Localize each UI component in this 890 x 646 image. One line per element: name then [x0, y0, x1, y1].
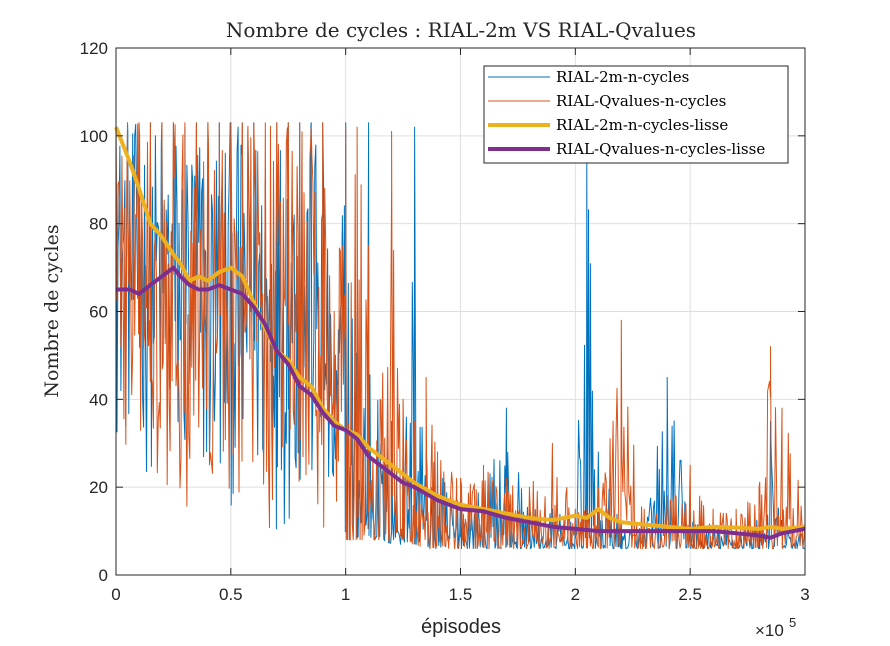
x-tick-label: 2.5 — [678, 585, 702, 604]
legend-item-rial-qvalues-n-cycles: RIAL-Qvalues-n-cycles — [488, 92, 726, 110]
y-tick-label: 100 — [80, 127, 108, 146]
x-exponent-label: ×10 5 — [755, 615, 796, 640]
series-line-rial-qvalues-n-cycles — [115, 122, 806, 550]
x-tick-label: 2 — [571, 585, 580, 604]
legend-item-rial-2m-n-cycles-lisse: RIAL-2m-n-cycles-lisse — [488, 116, 728, 134]
legend-label: RIAL-2m-n-cycles-lisse — [556, 116, 728, 134]
legend-label: RIAL-Qvalues-n-cycles-lisse — [556, 140, 765, 158]
axis-ticks: 0 0.5 1 1.5 2 2.5 3 0 20 40 60 80 100 120 — [80, 39, 810, 604]
y-tick-label: 60 — [89, 303, 108, 322]
x-tick-label: 0.5 — [219, 585, 243, 604]
y-tick-label: 80 — [89, 215, 108, 234]
legend-item-rial-qvalues-n-cycles-lisse: RIAL-Qvalues-n-cycles-lisse — [488, 140, 765, 158]
legend-label: RIAL-Qvalues-n-cycles — [556, 92, 726, 110]
y-tick-label: 20 — [89, 478, 108, 497]
x-tick-label: 0 — [111, 585, 120, 604]
x-tick-label: 1.5 — [449, 585, 473, 604]
x-exponent-power: 5 — [789, 615, 796, 630]
x-tick-label: 1 — [341, 585, 350, 604]
series-line-rial-qvalues-n-cycles-lisse — [116, 265, 806, 540]
chart-title: Nombre de cycles : RIAL-2m VS RIAL-Qvalu… — [226, 18, 696, 42]
x-tick-label: 3 — [800, 585, 809, 604]
series-line-rial-2m-n-cycles-lisse — [114, 126, 806, 531]
legend-box — [483, 65, 789, 164]
y-axis-label: Nombre de cycles — [41, 224, 63, 397]
series-layer — [114, 122, 806, 550]
x-exponent-base: ×10 — [755, 621, 784, 640]
legend: RIAL-2m-n-cycles RIAL-Qvalues-n-cycles RIA… — [483, 65, 789, 164]
y-tick-label: 0 — [99, 566, 108, 585]
y-tick-label: 120 — [80, 39, 108, 58]
y-tick-label: 40 — [89, 390, 108, 409]
legend-label: RIAL-2m-n-cycles — [556, 68, 689, 86]
x-axis-label: épisodes — [421, 616, 501, 638]
legend-item-rial-2m-n-cycles: RIAL-2m-n-cycles — [488, 68, 689, 86]
